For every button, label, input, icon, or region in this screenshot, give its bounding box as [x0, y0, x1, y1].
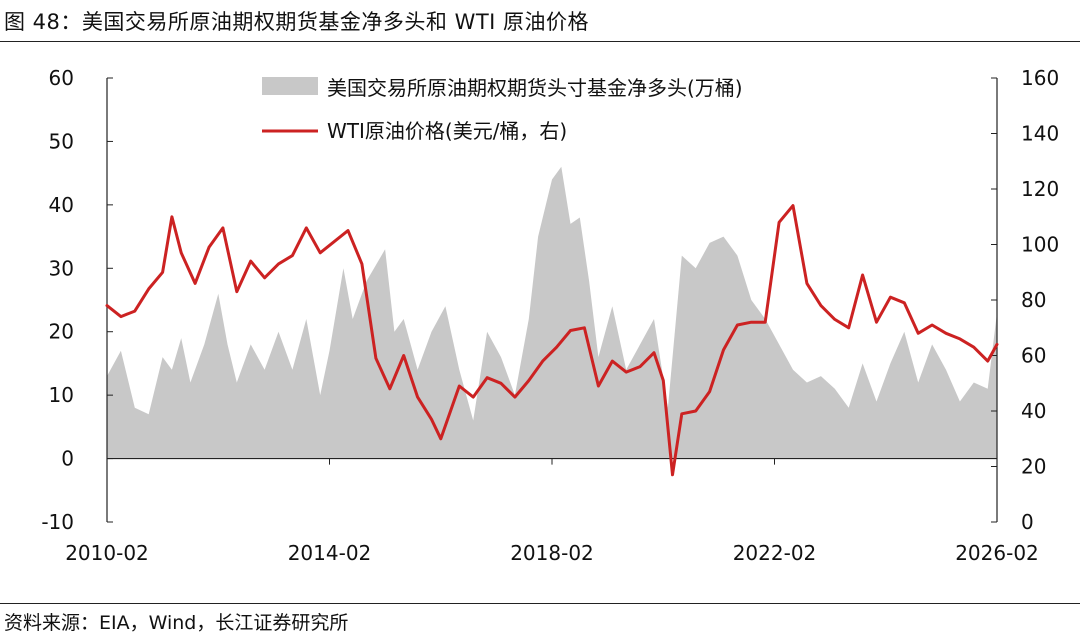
x-tick-label: 2022-02	[733, 541, 817, 565]
x-tick-label: 2026-02	[955, 541, 1039, 565]
footer-rule	[0, 603, 1080, 604]
area-layer	[107, 166, 997, 459]
right-tick-label: 0	[1021, 510, 1034, 534]
x-tick-label: 2018-02	[510, 541, 594, 565]
left-tick-label: 10	[49, 383, 74, 407]
right-tick-label: 40	[1021, 399, 1046, 423]
axes-layer: 6050403020100-10160140120100806040200201…	[41, 66, 1059, 565]
left-tick-label: 50	[49, 129, 74, 153]
legend-swatch-net-long	[262, 77, 318, 95]
left-tick-label: 30	[49, 256, 74, 280]
source-note: 资料来源：EIA，Wind，长江证券研究所	[4, 612, 349, 634]
legend-label-net-long: 美国交易所原油期权期货头寸基金净多头(万桶)	[327, 76, 743, 100]
right-tick-label: 160	[1021, 66, 1059, 90]
right-tick-label: 100	[1021, 233, 1059, 257]
left-tick-label: 40	[49, 193, 74, 217]
wti-price-line	[105, 204, 999, 477]
right-tick-label: 60	[1021, 344, 1046, 368]
legend-label-wti: WTI原油价格(美元/桶，右)	[327, 119, 567, 143]
left-tick-label: 0	[61, 447, 74, 471]
x-tick-label: 2014-02	[288, 541, 372, 565]
chart: 6050403020100-10160140120100806040200201…	[41, 66, 1059, 565]
title-rule	[0, 41, 1080, 42]
left-tick-label: 60	[49, 66, 74, 90]
line-layer	[105, 204, 999, 477]
x-tick-label: 2010-02	[65, 541, 149, 565]
right-tick-label: 20	[1021, 455, 1046, 479]
net-long-area	[107, 166, 997, 459]
legend: 美国交易所原油期权期货头寸基金净多头(万桶) WTI原油价格(美元/桶，右)	[262, 76, 743, 143]
figure-title: 图 48：美国交易所原油期权期货基金净多头和 WTI 原油价格	[4, 10, 590, 34]
right-tick-label: 120	[1021, 177, 1059, 201]
left-tick-label: 20	[49, 320, 74, 344]
right-tick-label: 140	[1021, 122, 1059, 146]
left-tick-label: -10	[41, 510, 74, 534]
right-tick-label: 80	[1021, 288, 1046, 312]
